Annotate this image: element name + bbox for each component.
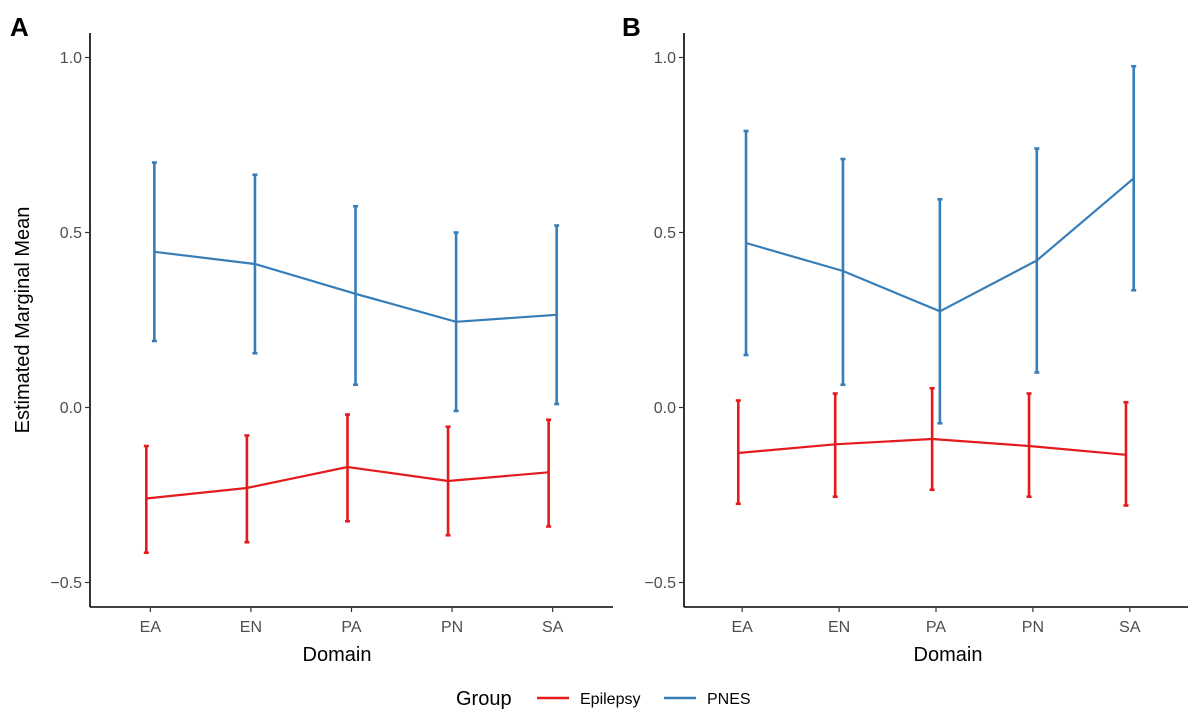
x-tick-label: EN	[828, 619, 850, 636]
y-axis-title: Estimated Marginal Mean	[12, 207, 34, 434]
y-tick-label: 0.5	[654, 225, 676, 242]
plot-area: −0.5 0.0 0.5 1.0 EA EN PA PN SA	[50, 33, 613, 636]
y-tick-label: −0.5	[50, 575, 82, 592]
x-tick-label: EA	[731, 619, 753, 636]
x-tick-label: EA	[140, 619, 162, 636]
y-tick-label: 1.0	[60, 50, 82, 67]
x-tick-label: PA	[926, 619, 946, 636]
legend-label-pnes: PNES	[707, 691, 751, 708]
panel-a: A Estimated Marginal Mean Domain −0.5 0.0…	[10, 12, 613, 666]
panel-b: B Domain −0.5 0.0 0.5 1.0 EA EN PA PN SA	[622, 12, 1188, 666]
legend-label-epilepsy: Epilepsy	[580, 691, 640, 708]
panel-tag: B	[622, 12, 641, 42]
x-tick-label: SA	[542, 619, 564, 636]
x-tick-label: PN	[1022, 619, 1044, 636]
plot-area: −0.5 0.0 0.5 1.0 EA EN PA PN SA	[644, 33, 1188, 636]
panel-tag: A	[10, 12, 29, 42]
y-tick-label: 0.0	[60, 400, 82, 417]
x-axis-title: Domain	[914, 644, 983, 666]
x-tick-label: PN	[441, 619, 463, 636]
y-tick-label: 0.0	[654, 400, 676, 417]
x-tick-label: PA	[341, 619, 361, 636]
x-tick-label: SA	[1119, 619, 1141, 636]
legend-title: Group	[456, 688, 512, 710]
y-tick-label: 0.5	[60, 225, 82, 242]
y-tick-label: 1.0	[654, 50, 676, 67]
y-tick-label: −0.5	[644, 575, 676, 592]
x-axis-title: Domain	[303, 644, 372, 666]
legend: Group Epilepsy PNES	[456, 688, 751, 710]
x-tick-label: EN	[240, 619, 262, 636]
